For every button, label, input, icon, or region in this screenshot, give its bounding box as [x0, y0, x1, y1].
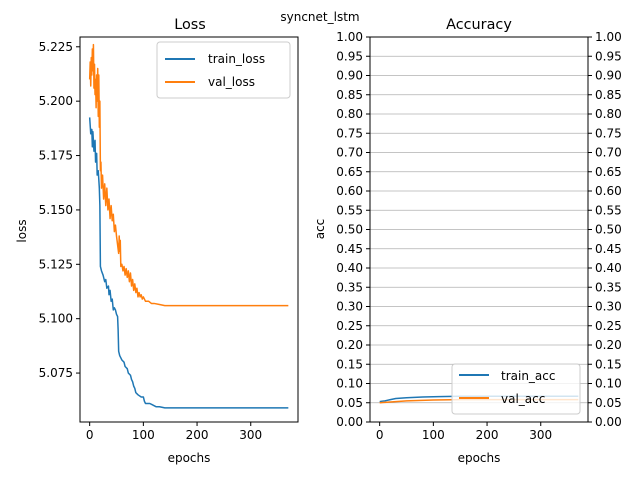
accuracy-xtick-label: 300 — [529, 428, 552, 442]
accuracy-ytick-label-right: 0.30 — [595, 300, 622, 314]
accuracy-ytick-label-right: 0.35 — [595, 280, 622, 294]
accuracy-ytick-label-right: 0.50 — [595, 223, 622, 237]
accuracy-ylabel: acc — [313, 219, 327, 240]
accuracy-ytick-label: 0.30 — [336, 300, 363, 314]
accuracy-ytick-label-right: 0.75 — [595, 126, 622, 140]
accuracy-ytick-label-right: 0.70 — [595, 146, 622, 160]
accuracy-ytick-label-right: 0.00 — [595, 415, 622, 429]
loss-ytick-label: 5.075 — [39, 366, 73, 380]
accuracy-ytick-label: 0.00 — [336, 415, 363, 429]
accuracy-ytick-label: 0.75 — [336, 126, 363, 140]
accuracy-legend-train-label: train_acc — [501, 369, 555, 383]
accuracy-xtick-label: 0 — [376, 428, 384, 442]
accuracy-ytick-label-right: 0.25 — [595, 319, 622, 333]
loss-xtick-label: 100 — [132, 428, 155, 442]
loss-ytick-label: 5.200 — [39, 94, 73, 108]
accuracy-ytick-label: 0.70 — [336, 146, 363, 160]
accuracy-ytick-label-right: 0.40 — [595, 261, 622, 275]
loss-ytick-label: 5.125 — [39, 257, 73, 271]
accuracy-ytick-label: 0.05 — [336, 396, 363, 410]
accuracy-ytick-label: 0.95 — [336, 49, 363, 63]
accuracy-xtick-label: 200 — [476, 428, 499, 442]
accuracy-ytick-label: 0.85 — [336, 88, 363, 102]
loss-ytick-label: 5.175 — [39, 149, 73, 163]
accuracy-ytick-label: 0.15 — [336, 357, 363, 371]
accuracy-ytick-label: 1.00 — [336, 30, 363, 44]
accuracy-ytick-label: 0.45 — [336, 242, 363, 256]
accuracy-ytick-label-right: 0.65 — [595, 165, 622, 179]
accuracy-ytick-label-right: 0.15 — [595, 357, 622, 371]
accuracy-ytick-label-right: 0.20 — [595, 338, 622, 352]
accuracy-title: Accuracy — [446, 17, 512, 33]
loss-ytick-label: 5.150 — [39, 203, 73, 217]
loss-ytick-label: 5.225 — [39, 40, 73, 54]
accuracy-ytick-label-right: 0.10 — [595, 377, 622, 391]
loss-xtick-label: 300 — [239, 428, 262, 442]
accuracy-ytick-label-right: 0.90 — [595, 69, 622, 83]
loss-legend-box — [156, 41, 291, 99]
loss-series-train_loss — [88, 117, 289, 409]
loss-title: Loss — [174, 17, 206, 33]
accuracy-legend-box — [451, 363, 581, 415]
accuracy-xtick-label: 100 — [422, 428, 445, 442]
accuracy-ytick-label: 0.60 — [336, 184, 363, 198]
loss-xtick-label: 0 — [86, 428, 94, 442]
accuracy-ytick-label-right: 0.95 — [595, 49, 622, 63]
accuracy-ytick-label-right: 0.85 — [595, 88, 622, 102]
accuracy-ytick-label-right: 0.60 — [595, 184, 622, 198]
accuracy-ytick-label-right: 1.00 — [595, 30, 622, 44]
accuracy-legend: train_acc val_acc — [451, 363, 581, 415]
accuracy-ytick-label: 0.10 — [336, 377, 363, 391]
accuracy-ytick-label-right: 0.05 — [595, 396, 622, 410]
figure-suptitle: syncnet_lstm — [280, 10, 359, 24]
accuracy-legend-val-label: val_acc — [501, 392, 545, 406]
loss-plot-frame — [79, 36, 299, 423]
accuracy-panel: Accuracy epochs acc 0 100 200 300 0.00 0.00 0.… — [313, 17, 622, 465]
accuracy-ytick-label: 0.55 — [336, 203, 363, 217]
loss-ylabel: loss — [15, 219, 29, 242]
loss-legend: train_loss val_loss — [156, 41, 291, 99]
accuracy-ytick-label: 0.40 — [336, 261, 363, 275]
accuracy-ytick-label: 0.50 — [336, 223, 363, 237]
accuracy-ytick-label: 0.90 — [336, 69, 363, 83]
accuracy-ytick-label-right: 0.45 — [595, 242, 622, 256]
accuracy-ytick-label: 0.20 — [336, 338, 363, 352]
loss-series-val_loss — [88, 43, 289, 307]
accuracy-ytick-label-right: 0.55 — [595, 203, 622, 217]
accuracy-xlabel: epochs — [458, 451, 501, 465]
accuracy-ytick-label: 0.65 — [336, 165, 363, 179]
loss-xlabel: epochs — [168, 451, 211, 465]
accuracy-ytick-label: 0.80 — [336, 107, 363, 121]
accuracy-ytick-label: 0.35 — [336, 280, 363, 294]
loss-legend-train-label: train_loss — [208, 52, 265, 66]
loss-xtick-label: 200 — [186, 428, 209, 442]
loss-legend-val-label: val_loss — [208, 75, 255, 89]
loss-panel: Loss epochs loss 0 100 200 300 5.075 5.100 5.1… — [15, 17, 299, 465]
accuracy-ytick-label-right: 0.80 — [595, 107, 622, 121]
accuracy-ytick-label: 0.25 — [336, 319, 363, 333]
loss-ytick-label: 5.100 — [39, 312, 73, 326]
